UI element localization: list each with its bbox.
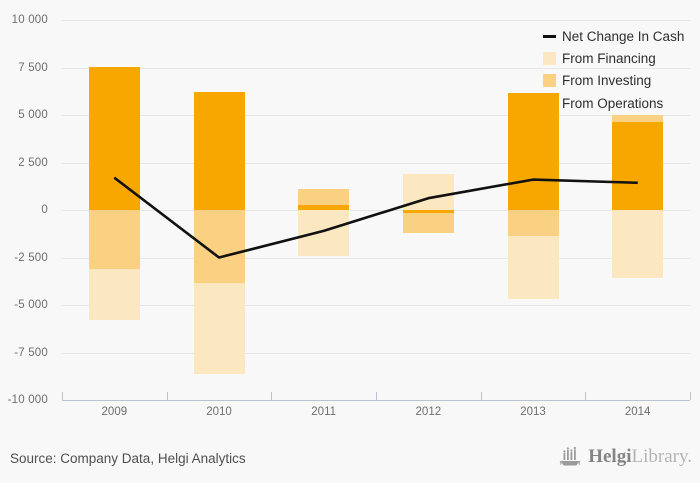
bar-segment — [193, 210, 245, 283]
bar-segment — [88, 210, 140, 269]
x-axis-tick — [585, 392, 587, 400]
y-axis-tick-label: 10 000 — [11, 14, 48, 26]
bar-segment — [88, 268, 140, 321]
source-text: Source: Company Data, Helgi Analytics — [10, 451, 246, 466]
gridline — [62, 257, 690, 259]
bar-segment — [193, 282, 245, 375]
x-axis-tick — [166, 392, 168, 400]
legend-item-financing[interactable]: From Financing — [543, 47, 684, 69]
bar-segment — [402, 212, 454, 233]
x-axis-tick — [376, 392, 377, 400]
legend-item-net-change[interactable]: Net Change In Cash — [543, 25, 684, 47]
x-axis-tick — [690, 392, 691, 400]
bar-segment — [507, 236, 559, 299]
bar-segment — [402, 174, 454, 210]
x-axis-tick-label: 2014 — [624, 406, 651, 418]
y-axis-tick-label: 7 500 — [18, 61, 48, 74]
bar-segment — [507, 210, 559, 237]
logo-text-helgi: Helgi — [588, 446, 632, 467]
x-axis-tick-label: 2013 — [520, 406, 546, 418]
gridline — [62, 210, 690, 211]
gridline — [62, 352, 690, 354]
gridline — [62, 20, 690, 21]
bar-segment — [298, 210, 350, 256]
cash-flow-chart: 10 000 7 500 5 000 2 500 0 -2 500 -5 000 -7 500… — [7, 14, 691, 418]
y-axis-tick-label: 0 — [41, 204, 48, 216]
bar-segment — [612, 121, 664, 210]
x-axis-tick-label: 2011 — [311, 406, 337, 418]
y-axis-tick-label: 2 500 — [18, 156, 48, 169]
logo-text: HelgiLibrary. — [588, 446, 692, 468]
ship-bars-icon — [559, 446, 581, 466]
gridline — [62, 162, 690, 164]
y-axis-tick-label: -7 500 — [14, 346, 48, 359]
bar-segment — [612, 210, 664, 279]
bar-segment — [88, 66, 140, 210]
x-axis-tick — [62, 392, 63, 400]
bar-segment — [193, 92, 245, 210]
x-axis-line — [62, 400, 690, 401]
y-axis-tick-label: -5 000 — [14, 299, 48, 311]
legend-label: From Operations — [562, 95, 664, 111]
legend-label: From Financing — [562, 51, 656, 67]
chart-footer: Source: Company Data, Helgi Analytics He… — [0, 440, 700, 483]
line-swatch-icon — [543, 30, 556, 43]
y-axis-tick-label: 5 000 — [18, 109, 48, 121]
bar-segment — [612, 115, 664, 122]
legend-label: From Investing — [562, 73, 652, 89]
legend: Net Change In Cash From Financing From I… — [543, 25, 684, 115]
x-axis-tick — [271, 392, 273, 400]
x-axis-tick-label: 2009 — [101, 406, 128, 418]
gridline — [62, 305, 690, 306]
gridline — [62, 67, 690, 69]
financing-swatch-icon — [543, 52, 556, 66]
x-axis-tick-label: 2012 — [415, 406, 442, 418]
gridline — [62, 115, 690, 116]
legend-item-operations[interactable]: From Operations — [543, 92, 684, 114]
legend-item-investing[interactable]: From Investing — [543, 70, 684, 92]
x-axis-tick — [480, 392, 482, 400]
investing-swatch-icon — [543, 74, 556, 88]
logo-text-library: Library. — [631, 446, 693, 467]
bar-segment — [298, 189, 350, 206]
operations-swatch-icon — [543, 96, 556, 110]
legend-label: Net Change In Cash — [562, 28, 685, 44]
x-axis-tick-label: 2010 — [206, 406, 232, 418]
y-axis-tick-label: -10 000 — [7, 394, 48, 406]
y-axis-tick-label: -2 500 — [14, 251, 48, 264]
helgi-library-logo[interactable]: HelgiLibrary. — [559, 446, 692, 468]
